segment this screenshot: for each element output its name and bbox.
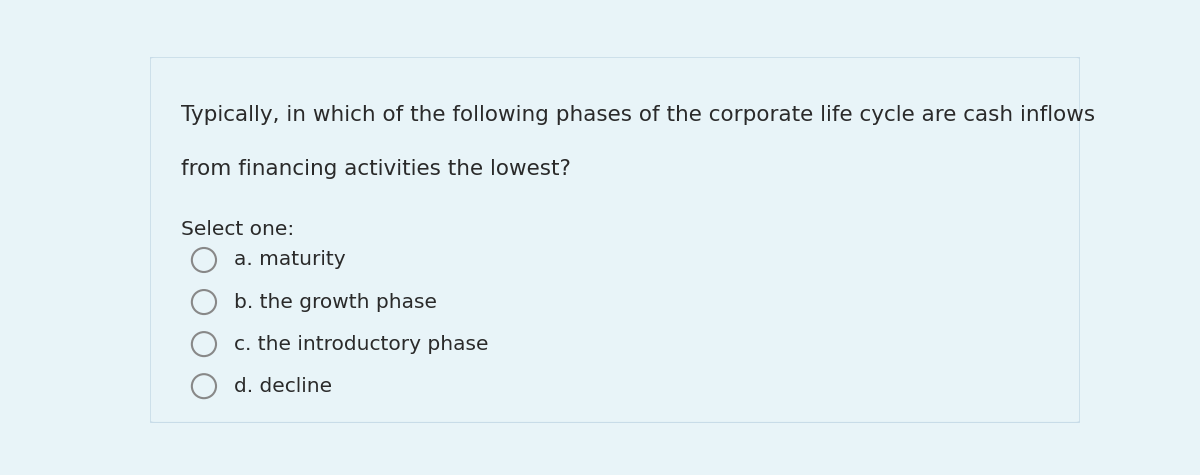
Ellipse shape (192, 332, 216, 356)
Text: d. decline: d. decline (234, 377, 332, 396)
Ellipse shape (192, 248, 216, 272)
Ellipse shape (192, 290, 216, 314)
Text: c. the introductory phase: c. the introductory phase (234, 334, 488, 353)
Text: b. the growth phase: b. the growth phase (234, 293, 437, 312)
Text: Select one:: Select one: (181, 220, 294, 239)
Text: Typically, in which of the following phases of the corporate life cycle are cash: Typically, in which of the following pha… (181, 104, 1094, 124)
Ellipse shape (192, 374, 216, 398)
FancyBboxPatch shape (150, 57, 1080, 423)
Text: from financing activities the lowest?: from financing activities the lowest? (181, 160, 570, 180)
Text: a. maturity: a. maturity (234, 250, 346, 269)
